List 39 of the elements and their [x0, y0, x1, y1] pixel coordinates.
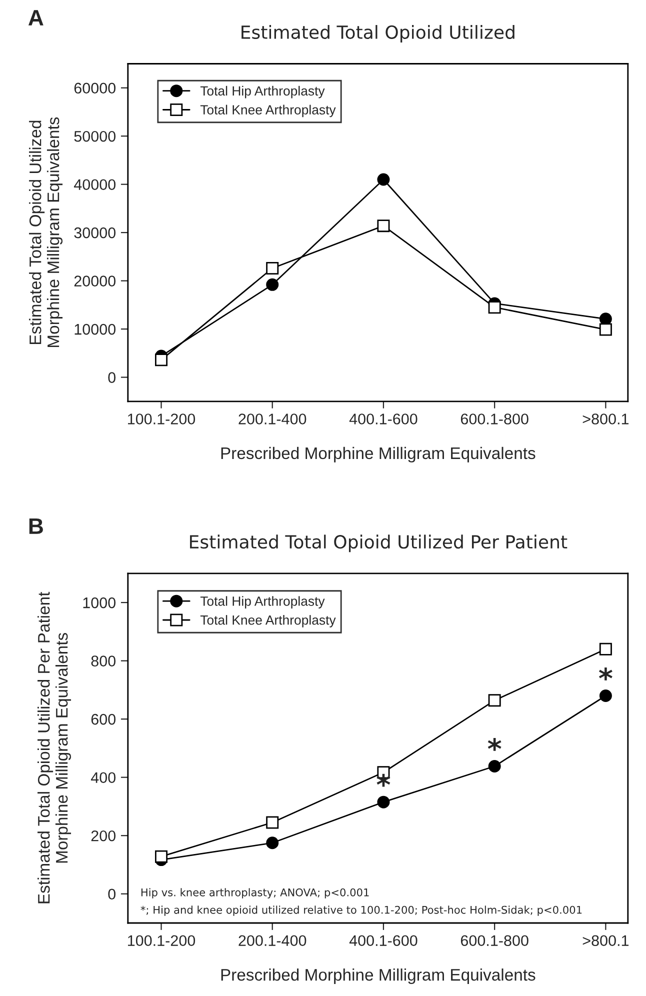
text: B: [29, 518, 43, 534]
y-tick-label: 30000: [74, 227, 116, 238]
y-tick-label: 40000: [74, 179, 116, 190]
x-tick-label: 400.1-600: [349, 414, 418, 424]
y-tick-label: 20000: [74, 276, 116, 286]
y-axis-title: Estimated Total Opioid Utilized Morphine Milligram Equivalents: [29, 117, 63, 347]
x-tick-label: 100.1-200: [128, 414, 196, 424]
y-tick-label: 800: [91, 656, 116, 666]
annotation: Hip vs. knee arthroplasty; ANOVA; p<0.001: [141, 888, 369, 898]
x-tick-label: 600.1-800: [460, 935, 528, 946]
y-tick-label: 0: [108, 888, 116, 900]
legend-label: Total Knee Arthroplasty: [200, 104, 336, 118]
x-tick-label: >800.1: [582, 935, 629, 946]
x-tick-label: 600.1-800: [460, 414, 528, 424]
chart-title: Estimated Total Opioid Utilized Per Patient: [190, 534, 568, 552]
annotation: *: [598, 668, 612, 680]
chart-title: Estimated Total Opioid Utilized: [242, 25, 514, 42]
y-tick-label: 600: [91, 714, 116, 725]
y-axis-title: Estimated Total Opioid Utilized Per Patient Morphine Milligram Equivalents: [38, 592, 72, 904]
x-tick-label: 100.1-200: [128, 935, 196, 946]
y-tick-label: 60000: [74, 82, 116, 94]
legend-label: Total Hip Arthroplasty: [200, 86, 325, 98]
y-tick-label: 0: [108, 372, 116, 383]
y-tick-label: 1000: [83, 597, 116, 608]
y-tick-label: 50000: [74, 130, 116, 142]
x-axis-title: Prescribed Morphine Milligram Equivalents: [221, 446, 536, 462]
x-axis-title: Prescribed Morphine Milligram Equivalents: [221, 968, 536, 984]
y-tick-label: 400: [90, 772, 116, 784]
text: A: [28, 10, 44, 26]
x-tick-label: 400.1-600: [349, 935, 418, 946]
y-tick-label: 10000: [74, 324, 116, 335]
x-tick-label: 200.1-400: [238, 414, 306, 424]
y-tick-label: 200: [91, 830, 116, 842]
annotation: *; Hip and knee opioid utilized relative to 100.1-200; Post-hoc Holm-Sidak; p<0.001: [140, 906, 582, 916]
legend-label: Total Hip Arthroplasty: [200, 596, 325, 608]
x-tick-label: 200.1-400: [238, 935, 306, 946]
x-tick-label: >800.1: [582, 414, 629, 424]
legend-label: Total Knee Arthroplasty: [200, 615, 336, 628]
annotation: *: [488, 738, 502, 751]
